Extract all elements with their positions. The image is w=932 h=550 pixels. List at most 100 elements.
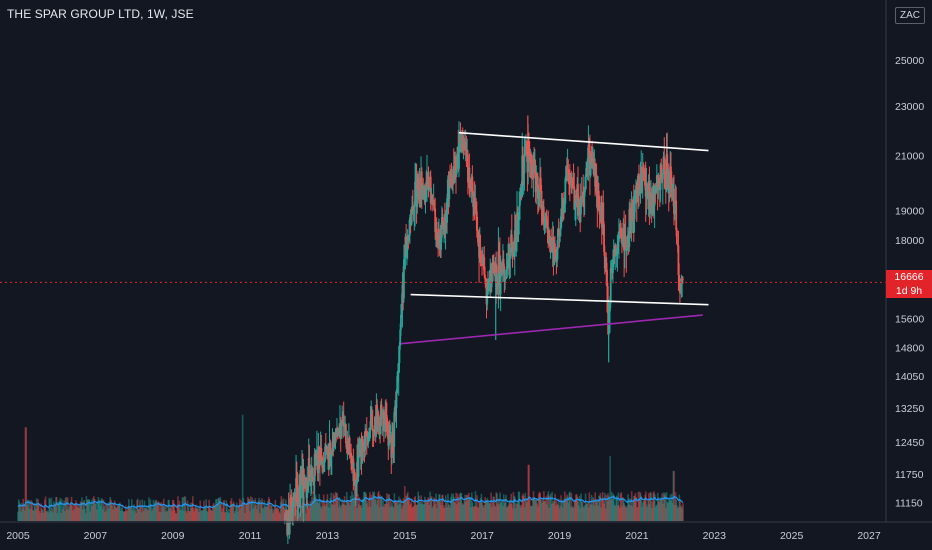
volume-bar (473, 505, 476, 521)
candle-body (671, 188, 674, 194)
volume-bar (281, 499, 283, 521)
trendline-support[interactable] (400, 314, 703, 345)
last-price-value: 16666 (894, 271, 924, 283)
volume-bar (348, 505, 351, 521)
volume-bar (639, 493, 642, 521)
volume-bar (107, 502, 109, 521)
volume-bar (429, 491, 431, 521)
volume-bar (61, 509, 64, 521)
volume-bar (595, 500, 597, 521)
candle-body (288, 524, 291, 526)
volume-bar (76, 507, 79, 521)
candle-body (559, 229, 562, 237)
volume-bar (409, 503, 412, 521)
candle-body (411, 206, 414, 210)
time-tick-label: 2027 (857, 530, 881, 542)
volume-bar (369, 491, 371, 521)
volume-bar (72, 510, 74, 521)
candle-body (343, 424, 346, 427)
candle-body (527, 141, 530, 173)
candle-body (342, 414, 345, 427)
volume-bar (516, 503, 518, 521)
candle-body (426, 175, 429, 187)
candle-body (292, 496, 294, 516)
volume-bar (275, 508, 277, 521)
volume-bar (62, 505, 65, 521)
volume-bar (630, 491, 633, 521)
candle-body (673, 205, 676, 214)
volume-bar (481, 502, 483, 521)
volume-bar (329, 497, 332, 521)
candle-body (434, 208, 437, 233)
candle-body (678, 275, 681, 284)
volume-bar (171, 500, 174, 521)
volume-bar (49, 499, 51, 521)
volume-bar (78, 508, 80, 521)
time-axis[interactable]: 2005 2007 2009 2011 2013 2015 2017 2019 2021 2023… (6, 530, 881, 542)
volume-bar (419, 503, 422, 521)
volume-bar (586, 503, 588, 521)
volume-bar (340, 507, 342, 521)
volume-bar (398, 504, 401, 521)
volume-bar (417, 491, 420, 521)
volume-bar (176, 504, 178, 521)
currency-button[interactable]: ZAC (895, 7, 925, 24)
trendline-channel-bottom[interactable] (410, 293, 709, 306)
volume-bar (373, 491, 376, 521)
volume-bar (614, 505, 617, 521)
volume-bar (145, 505, 148, 521)
volume-bar (472, 506, 475, 521)
candle-body (536, 173, 538, 177)
volume-bar (666, 502, 669, 521)
volume-bar (397, 505, 399, 521)
volume-bar (375, 496, 377, 521)
volume-bar (241, 505, 243, 521)
candle-body (340, 425, 343, 439)
volume-bar (229, 500, 232, 521)
candle-body (308, 457, 311, 477)
volume-bar (101, 498, 103, 521)
volume-bar (216, 503, 219, 521)
volume-bar (232, 501, 235, 521)
candle-body (615, 254, 618, 256)
candle-body (405, 236, 408, 256)
candle-body (431, 194, 434, 204)
volume-bar (96, 509, 98, 521)
volume-bar (60, 512, 62, 521)
time-tick-label: 2013 (316, 530, 340, 542)
volume-bar (259, 500, 262, 521)
candle-body (290, 503, 293, 512)
volume-bar (385, 499, 388, 521)
volume-bar (36, 504, 39, 521)
volume-bar (368, 497, 370, 521)
volume-bar (70, 501, 72, 521)
volume-bar (424, 496, 426, 521)
candle-body (568, 173, 570, 182)
volume-bar (311, 497, 313, 521)
volume-bar (483, 504, 486, 521)
volume-bar (679, 500, 681, 521)
candle-body (580, 198, 583, 206)
volume-bar (334, 491, 337, 521)
volume-bar (607, 495, 610, 521)
volume-bar (398, 496, 400, 521)
volume-bar (482, 507, 485, 521)
volume-bar (163, 506, 166, 521)
volume-bar (53, 504, 56, 521)
candle-body (590, 152, 593, 155)
volume-bar (136, 500, 138, 521)
trendline-channel-top[interactable] (458, 131, 709, 152)
candle-body (437, 235, 440, 246)
volume-bar (245, 503, 248, 521)
volume-bar (159, 503, 161, 521)
volume-bar (203, 500, 205, 521)
volume-bar (479, 502, 481, 521)
volume-bar (402, 498, 405, 521)
volume-bar (629, 498, 632, 521)
volume-bar (31, 503, 33, 521)
volume-bar (139, 506, 142, 521)
volume-bar (587, 507, 590, 521)
volume-bar (482, 505, 484, 521)
volume-bar (455, 492, 457, 521)
